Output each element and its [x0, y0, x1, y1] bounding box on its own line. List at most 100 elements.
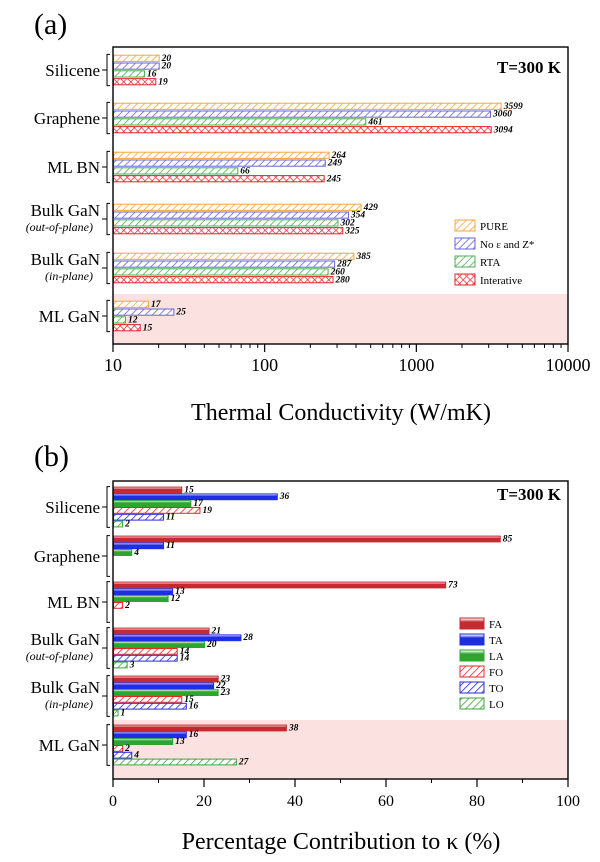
legend-swatch-ta	[459, 633, 485, 646]
value-label-silicene-pure: 20	[161, 54, 172, 64]
legend-label-pure: PURE	[480, 221, 508, 233]
bar-graphene-pure	[113, 102, 502, 110]
annotation-a: T=300 K	[497, 58, 562, 77]
value-label-graphene-la: 4	[133, 548, 139, 558]
bar-silicene-fa	[113, 486, 183, 494]
bar-ml-gan-no-eps-z	[113, 308, 175, 316]
tick-label: 80	[469, 793, 485, 810]
tick-label: 0	[109, 793, 117, 810]
bar-bulk-gan-in-plane-lo	[113, 709, 119, 717]
value-label-bulk-gan-out-of-plane-ta: 28	[242, 633, 253, 643]
legend-swatch-pure	[454, 219, 476, 232]
legend-label-no-eps-z: No ε and Z*	[480, 239, 534, 251]
tick-label: 100	[556, 793, 580, 810]
tick-label: 40	[287, 793, 303, 810]
value-label-silicene-interative: 19	[158, 77, 168, 87]
value-label-ml-gan-pure: 17	[151, 300, 162, 310]
bar-ml-gan-fo	[113, 745, 124, 752]
category-bracket	[102, 53, 110, 87]
value-label-graphene-no-eps-z: 3060	[492, 110, 512, 120]
value-label-bulk-gan-out-of-plane-rta: 302	[339, 219, 355, 229]
category-bracket	[102, 101, 110, 135]
bar-bulk-gan-out-of-plane-no-eps-z	[113, 211, 349, 219]
value-label-graphene-ta: 11	[166, 541, 175, 551]
bar-bulk-gan-out-of-plane-ta	[113, 634, 242, 642]
bar-silicene-pure	[113, 54, 160, 62]
value-label-bulk-gan-out-of-plane-lo: 3	[129, 660, 135, 670]
value-label-silicene-rta: 16	[147, 70, 157, 80]
category-label: Graphene	[34, 109, 100, 128]
bar-ml-gan-la	[113, 738, 174, 746]
value-label-bulk-gan-in-plane-fa: 23	[220, 674, 231, 684]
category-sublabel: (in-plane)	[45, 697, 93, 711]
annotation-b: T=300 K	[497, 485, 562, 504]
value-label-silicene-la: 17	[193, 499, 204, 509]
value-label-bulk-gan-out-of-plane-interative: 325	[344, 226, 360, 236]
category-label: Bulk GaN	[31, 250, 100, 269]
category-bracket	[102, 299, 110, 333]
value-label-bulk-gan-in-plane-ta: 22	[215, 681, 226, 691]
bar-bulk-gan-in-plane-pure	[113, 252, 355, 260]
bar-silicene-to	[113, 513, 165, 521]
category-label: ML GaN	[39, 736, 100, 755]
legend-a: PURE No ε and Z* RTA Interative	[454, 219, 534, 287]
value-label-silicene-ta: 36	[279, 492, 290, 502]
bar-ml-bn-rta	[113, 167, 239, 175]
value-label-bulk-gan-out-of-plane-fa: 21	[211, 626, 222, 636]
legend-swatch-to	[459, 681, 485, 694]
bar-graphene-interative	[113, 126, 492, 134]
bar-ml-gan-pure	[113, 300, 149, 308]
bar-ml-bn-pure	[113, 151, 330, 159]
bar-bulk-gan-out-of-plane-pure	[113, 203, 362, 211]
bars-a	[113, 54, 502, 332]
value-label-bulk-gan-in-plane-fo: 15	[184, 695, 194, 705]
legend-swatch-no-eps-z	[454, 237, 476, 250]
bar-silicene-fo	[113, 507, 201, 514]
legend-label-fo: FO	[489, 667, 503, 679]
category-bracket	[102, 535, 110, 577]
value-label-bulk-gan-out-of-plane-to: 14	[180, 654, 190, 664]
value-label-ml-gan-fo: 2	[124, 744, 130, 754]
category-label: Bulk GaN	[31, 201, 100, 220]
bar-ml-gan-lo	[113, 758, 237, 766]
bar-ml-gan-interative	[113, 324, 141, 332]
bar-bulk-gan-out-of-plane-lo	[113, 661, 128, 669]
bar-ml-gan-fa	[113, 724, 287, 732]
value-label-ml-bn-la: 12	[171, 594, 181, 604]
value-label-ml-bn-pure: 264	[331, 151, 347, 161]
legend-label-to: TO	[489, 683, 504, 695]
bar-silicene-no-eps-z	[113, 62, 160, 70]
bar-bulk-gan-in-plane-fa	[113, 675, 219, 683]
legend-label-interative: Interative	[480, 275, 522, 287]
category-bracket	[102, 581, 110, 623]
value-label-bulk-gan-in-plane-lo: 1	[121, 708, 126, 718]
bar-graphene-rta	[113, 118, 367, 126]
bar-bulk-gan-in-plane-no-eps-z	[113, 260, 336, 268]
category-label: Bulk GaN	[31, 678, 100, 697]
value-label-bulk-gan-out-of-plane-la: 20	[206, 640, 217, 650]
value-label-bulk-gan-in-plane-la: 23	[220, 688, 231, 698]
value-label-ml-gan-la: 13	[175, 737, 185, 747]
bar-bulk-gan-in-plane-la	[113, 689, 219, 697]
value-label-ml-bn-fo: 2	[124, 601, 130, 611]
bar-ml-bn-la	[113, 595, 169, 603]
bar-ml-bn-fa	[113, 581, 447, 589]
category-bracket	[102, 675, 110, 717]
category-label: ML BN	[47, 158, 100, 177]
category-label: Silicene	[45, 61, 100, 80]
bar-graphene-no-eps-z	[113, 110, 492, 118]
category-label: Silicene	[45, 498, 100, 517]
bar-bulk-gan-out-of-plane-rta	[113, 219, 339, 227]
value-label-bulk-gan-out-of-plane-fo: 14	[180, 647, 190, 657]
legend-label-lo: LO	[489, 699, 504, 711]
legend-swatch-interative	[454, 273, 476, 286]
value-label-ml-gan-to: 4	[133, 751, 139, 761]
value-labels-b: 1536171911285114731312221282014143232223…	[121, 485, 513, 767]
bar-bulk-gan-in-plane-ta	[113, 682, 215, 690]
legend-swatch-rta	[454, 255, 476, 268]
category-sublabel: (out-of-plane)	[26, 649, 93, 663]
bar-ml-bn-no-eps-z	[113, 159, 326, 167]
value-label-silicene-no-eps-z: 20	[161, 62, 172, 72]
